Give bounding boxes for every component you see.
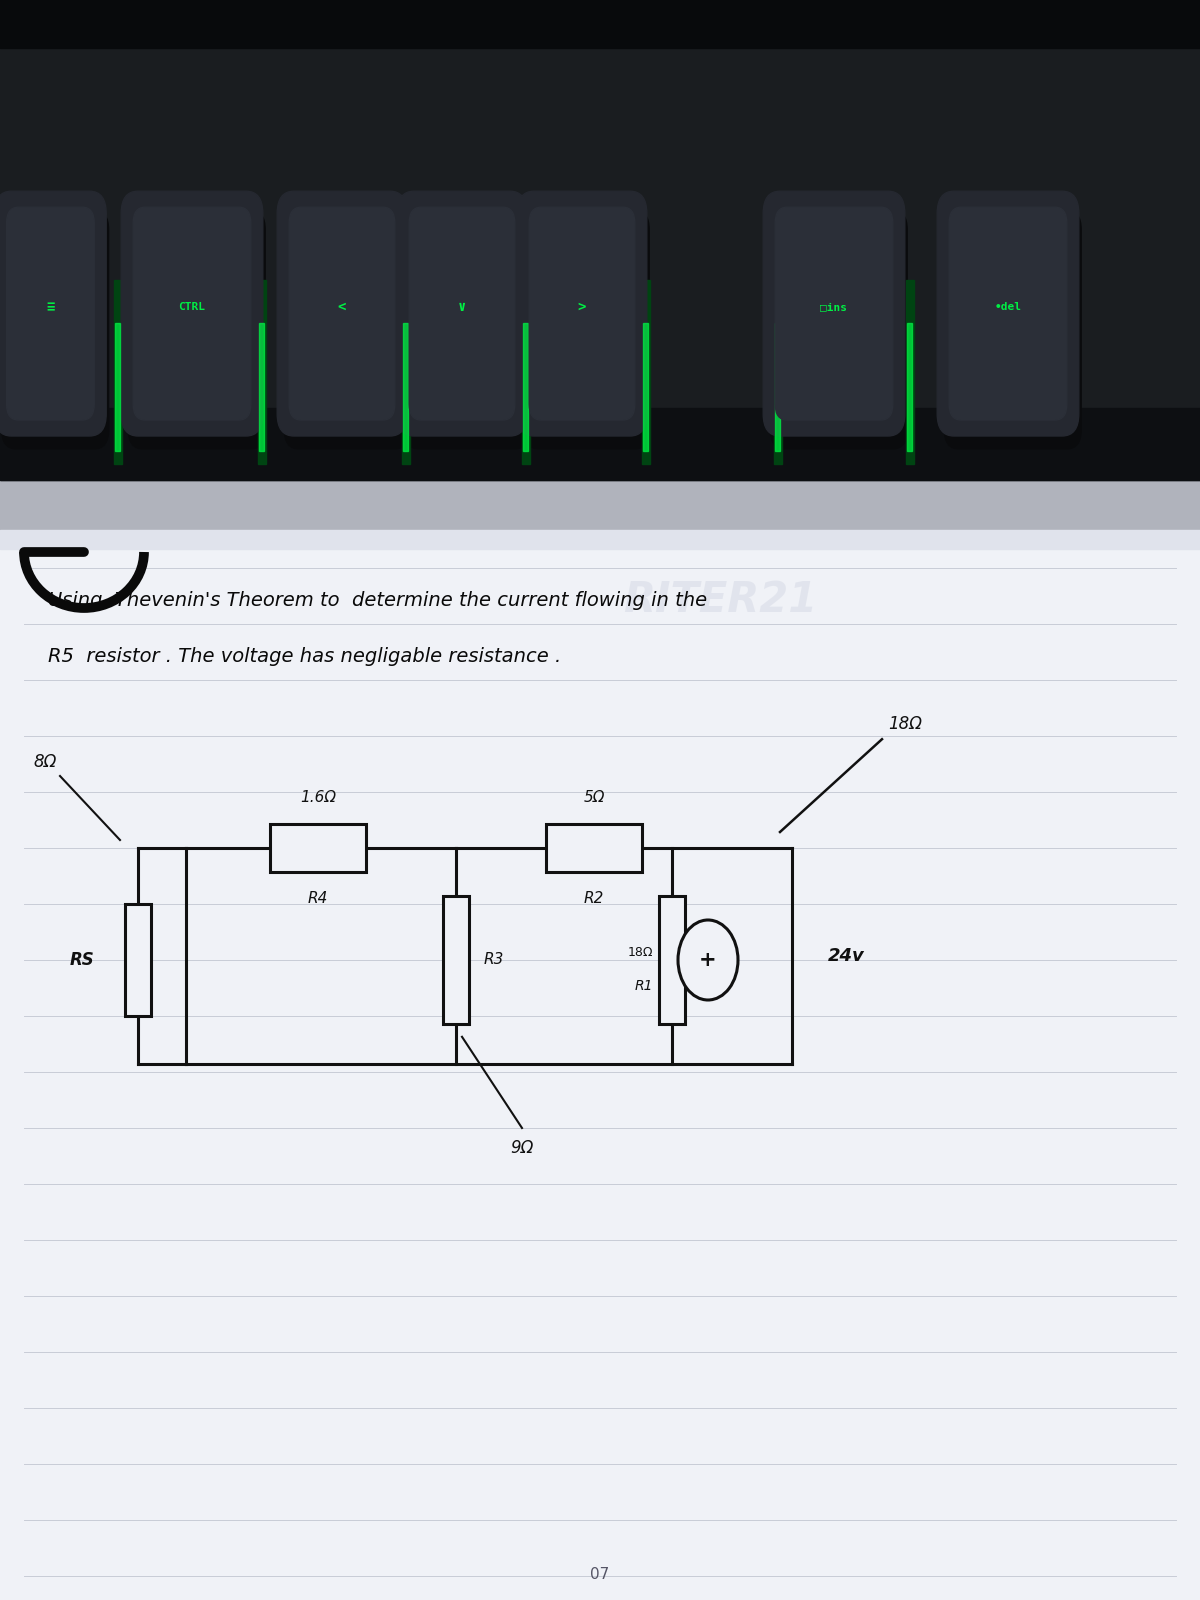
FancyBboxPatch shape xyxy=(944,210,1081,448)
FancyBboxPatch shape xyxy=(128,210,265,448)
Text: □ins: □ins xyxy=(821,302,847,312)
FancyBboxPatch shape xyxy=(937,190,1079,435)
FancyBboxPatch shape xyxy=(7,206,95,419)
FancyBboxPatch shape xyxy=(0,531,1200,1600)
Bar xyxy=(642,280,650,464)
FancyBboxPatch shape xyxy=(763,190,905,435)
Bar xyxy=(775,323,780,451)
Text: R1: R1 xyxy=(635,979,653,992)
Bar xyxy=(402,280,410,464)
Text: R3: R3 xyxy=(484,952,504,968)
Bar xyxy=(443,896,469,1024)
Text: ∨: ∨ xyxy=(458,301,466,314)
Bar xyxy=(125,904,151,1016)
FancyBboxPatch shape xyxy=(289,206,395,419)
Bar xyxy=(907,323,912,451)
Bar xyxy=(546,824,642,872)
Bar xyxy=(0,408,1200,480)
Text: 18Ω: 18Ω xyxy=(628,946,653,958)
Bar xyxy=(403,323,408,451)
Text: •del: •del xyxy=(995,302,1021,312)
FancyBboxPatch shape xyxy=(121,190,263,435)
Text: RS: RS xyxy=(70,950,95,970)
Bar xyxy=(270,824,366,872)
FancyBboxPatch shape xyxy=(775,206,893,419)
Bar xyxy=(0,480,1200,640)
FancyBboxPatch shape xyxy=(524,210,649,448)
FancyBboxPatch shape xyxy=(2,210,108,448)
Text: R5  resistor . The voltage has negligable resistance .: R5 resistor . The voltage has negligable… xyxy=(48,646,562,666)
FancyBboxPatch shape xyxy=(133,206,251,419)
Text: RITER21: RITER21 xyxy=(623,579,817,621)
FancyBboxPatch shape xyxy=(529,206,635,419)
FancyBboxPatch shape xyxy=(409,206,515,419)
Bar xyxy=(906,280,914,464)
Bar xyxy=(643,323,648,451)
Bar xyxy=(522,280,530,464)
FancyBboxPatch shape xyxy=(770,210,907,448)
Text: Using  Thevenin's Theorem to  determine the current flowing in the: Using Thevenin's Theorem to determine th… xyxy=(48,590,707,610)
Text: CTRL: CTRL xyxy=(179,302,205,312)
Circle shape xyxy=(678,920,738,1000)
Text: +: + xyxy=(700,950,716,970)
Bar xyxy=(0,530,1200,549)
Bar xyxy=(0,0,1200,480)
Text: 1.6Ω: 1.6Ω xyxy=(300,790,336,805)
FancyBboxPatch shape xyxy=(284,210,409,448)
Bar xyxy=(114,280,122,464)
Text: 07: 07 xyxy=(590,1566,610,1582)
Text: <: < xyxy=(338,301,346,314)
Bar xyxy=(0,0,1200,480)
Bar xyxy=(0,0,1200,48)
Bar xyxy=(523,323,528,451)
Text: 5Ω: 5Ω xyxy=(583,790,605,805)
Bar xyxy=(258,280,266,464)
Text: R2: R2 xyxy=(584,891,604,906)
FancyBboxPatch shape xyxy=(949,206,1067,419)
Text: 8Ω: 8Ω xyxy=(34,754,56,771)
FancyBboxPatch shape xyxy=(277,190,407,435)
Text: >: > xyxy=(578,301,586,314)
FancyBboxPatch shape xyxy=(0,190,106,435)
Bar xyxy=(259,323,264,451)
Bar xyxy=(774,280,782,464)
Text: R4: R4 xyxy=(308,891,328,906)
FancyBboxPatch shape xyxy=(404,210,529,448)
Text: 18Ω: 18Ω xyxy=(888,715,922,733)
FancyBboxPatch shape xyxy=(517,190,647,435)
Text: ≡: ≡ xyxy=(47,301,54,314)
FancyBboxPatch shape xyxy=(397,190,527,435)
Bar xyxy=(659,896,685,1024)
Text: 24v: 24v xyxy=(828,947,865,965)
Bar xyxy=(115,323,120,451)
Bar xyxy=(0,592,1200,640)
Text: 9Ω: 9Ω xyxy=(510,1139,534,1157)
